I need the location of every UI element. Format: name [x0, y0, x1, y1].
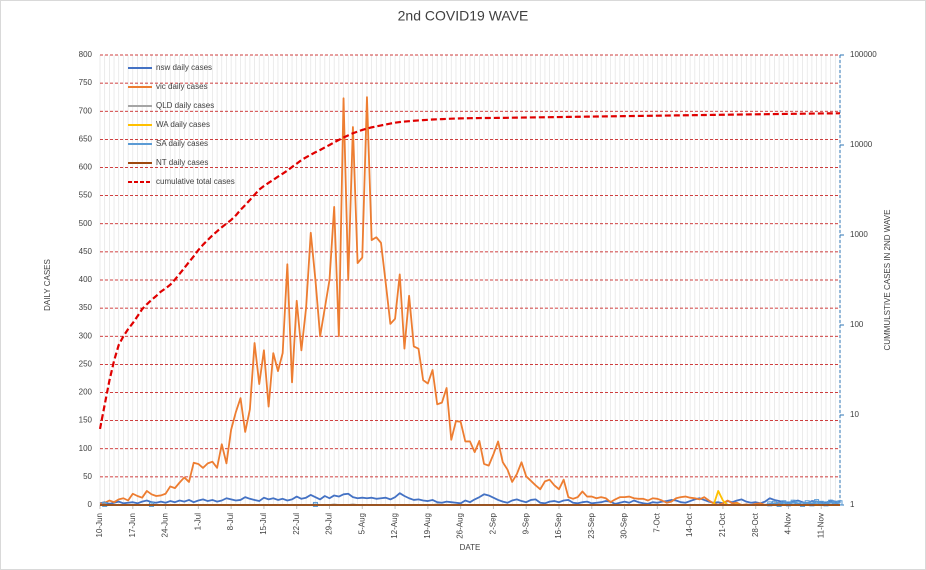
x-tick-label: 28-Oct	[751, 512, 760, 537]
y-tick-label: 500	[79, 219, 93, 228]
legend-label: SA daily cases	[156, 139, 208, 148]
series-line	[99, 492, 841, 505]
x-tick-label: 30-Sep	[620, 512, 629, 538]
y-tick-label: 450	[79, 247, 93, 256]
y-tick-label: 150	[79, 416, 93, 425]
x-tick-label: 4-Nov	[784, 513, 793, 534]
x-tick-label: 24-Jun	[161, 513, 170, 537]
x-tick-label: 21-Oct	[718, 512, 727, 537]
x-tick-label: 26-Aug	[456, 513, 465, 539]
x-tick-label: 11-Nov	[816, 513, 825, 538]
x-tick-label: 16-Sep	[554, 512, 563, 538]
y-axis-title: DAILY CASES	[43, 259, 52, 311]
x-tick-label: 7-Oct	[652, 512, 661, 532]
y2-tick-label: 10	[850, 410, 859, 419]
legend-label: nsw daily cases	[156, 63, 212, 72]
y2-tick-label: 10000	[850, 140, 873, 149]
y-tick-label: 700	[79, 106, 93, 115]
y-tick-label: 650	[79, 134, 93, 143]
y-tick-label: 550	[79, 191, 93, 200]
legend: nsw daily cases vic daily cases QLD daily …	[128, 63, 235, 186]
y-tick-label: 400	[79, 275, 93, 284]
chart-title: 2nd COVID19 WAVE	[398, 8, 529, 24]
series-marker	[814, 499, 820, 505]
legend-label: QLD daily cases	[156, 101, 214, 110]
grid: 10-Jun 17-Jun 24-Jun 1-Jul 8-Jul 15-Jul 22-Jul…	[79, 50, 878, 539]
y2-axis-title: CUMMULSTIVE CASES IN 2ND WAVE	[883, 210, 892, 351]
y-tick-label: 800	[79, 50, 93, 59]
x-tick-label: 17-Jun	[128, 513, 137, 537]
y-tick-label: 0	[88, 500, 93, 509]
x-tick-label: 19-Aug	[423, 513, 432, 539]
y2-tick-label: 100000	[850, 50, 877, 59]
y2-tick-label: 1	[850, 500, 855, 509]
x-tick-label: 29-Jul	[325, 513, 334, 535]
x-tick-label: 5-Aug	[357, 513, 366, 534]
x-tick-label: 22-Jul	[292, 513, 301, 535]
y-tick-label: 50	[83, 472, 92, 481]
y-tick-label: 750	[79, 78, 93, 87]
x-tick-label: 14-Oct	[685, 512, 694, 537]
y-tick-label: 350	[79, 303, 93, 312]
legend-label: cumulative total cases	[156, 177, 235, 186]
y-tick-label: 200	[79, 388, 93, 397]
x-tick-label: 23-Sep	[587, 512, 596, 538]
y-tick-label: 300	[79, 331, 93, 340]
y-tick-label: 600	[79, 163, 93, 172]
x-tick-label: 12-Aug	[390, 513, 399, 539]
y2-tick-label: 100	[850, 320, 864, 329]
legend-label: vic daily cases	[156, 82, 208, 91]
legend-label: WA daily cases	[156, 120, 210, 129]
x-tick-label: 15-Jul	[259, 513, 268, 535]
series-line	[98, 112, 841, 430]
x-tick-label: 2-Sep	[489, 512, 498, 534]
x-tick-label: 10-Jun	[95, 513, 104, 537]
legend-label: NT daily cases	[156, 158, 208, 167]
x-tick-label: 1-Jul	[193, 513, 202, 531]
y-tick-label: 250	[79, 359, 93, 368]
x-tick-label: 9-Sep	[521, 512, 530, 534]
y2-tick-label: 1000	[850, 230, 868, 239]
y-tick-label: 100	[79, 444, 93, 453]
plot	[98, 96, 843, 507]
x-axis-title: DATE	[460, 543, 481, 552]
x-tick-label: 8-Jul	[226, 513, 235, 531]
